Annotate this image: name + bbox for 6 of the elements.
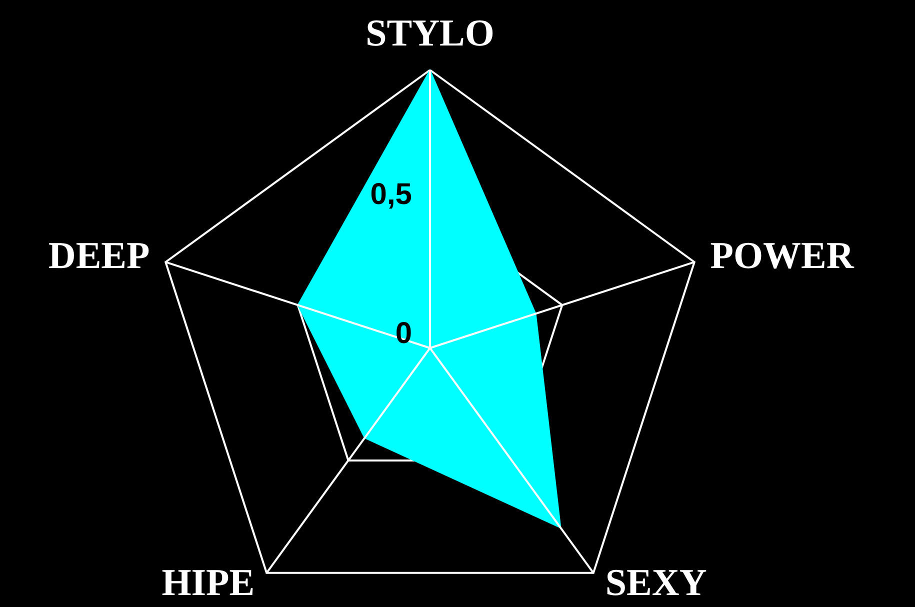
spoke-label: HIPE (162, 562, 255, 604)
spoke-label: POWER (710, 234, 854, 277)
spoke-label: STYLO (366, 12, 494, 54)
y-tick-label: 0,5 (370, 178, 412, 212)
spoke-label: DEEP (48, 234, 150, 277)
spoke-label: SEXY (605, 562, 707, 604)
